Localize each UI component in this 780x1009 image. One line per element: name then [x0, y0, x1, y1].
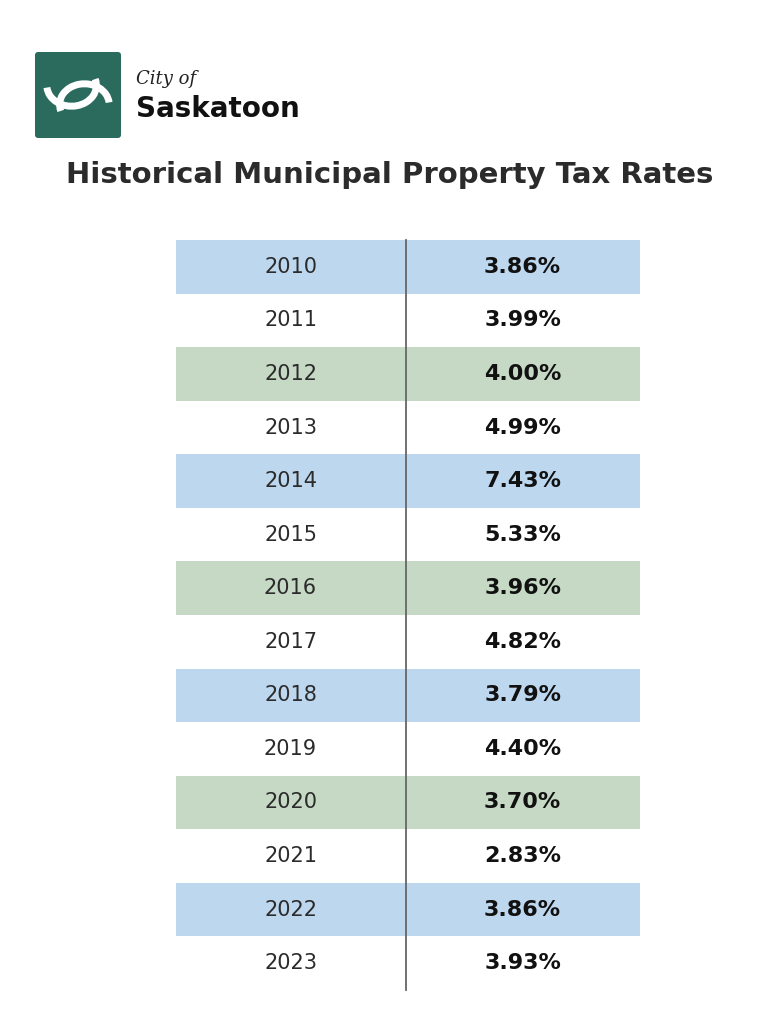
Text: 2022: 2022	[264, 900, 317, 919]
Text: 3.86%: 3.86%	[484, 256, 561, 276]
FancyBboxPatch shape	[176, 561, 640, 615]
Text: 4.82%: 4.82%	[484, 632, 561, 652]
Text: 4.99%: 4.99%	[484, 418, 561, 438]
Text: 2010: 2010	[264, 256, 317, 276]
Text: 3.96%: 3.96%	[484, 578, 561, 598]
FancyBboxPatch shape	[176, 776, 640, 829]
Text: 2020: 2020	[264, 792, 317, 812]
FancyBboxPatch shape	[176, 454, 640, 508]
Text: 2017: 2017	[264, 632, 317, 652]
Text: 5.33%: 5.33%	[484, 525, 561, 545]
Text: 2013: 2013	[264, 418, 317, 438]
Text: 2014: 2014	[264, 471, 317, 491]
Text: 2016: 2016	[264, 578, 317, 598]
Text: 2019: 2019	[264, 739, 317, 759]
Text: 2021: 2021	[264, 847, 317, 866]
Text: Saskatoon: Saskatoon	[136, 96, 300, 123]
Text: 4.40%: 4.40%	[484, 739, 561, 759]
FancyBboxPatch shape	[35, 52, 121, 138]
Text: 7.43%: 7.43%	[484, 471, 561, 491]
Text: 3.99%: 3.99%	[484, 311, 561, 330]
Text: 3.93%: 3.93%	[484, 954, 561, 974]
FancyBboxPatch shape	[176, 347, 640, 401]
Text: 4.00%: 4.00%	[484, 364, 562, 384]
Text: 2015: 2015	[264, 525, 317, 545]
Text: 3.79%: 3.79%	[484, 685, 561, 705]
Text: 2.83%: 2.83%	[484, 847, 561, 866]
Text: 2012: 2012	[264, 364, 317, 384]
FancyBboxPatch shape	[176, 240, 640, 294]
Text: 3.86%: 3.86%	[484, 900, 561, 919]
Text: City of: City of	[136, 70, 196, 88]
FancyBboxPatch shape	[176, 883, 640, 936]
Text: 2023: 2023	[264, 954, 317, 974]
Text: 2018: 2018	[264, 685, 317, 705]
Text: 2011: 2011	[264, 311, 317, 330]
Text: 3.70%: 3.70%	[484, 792, 562, 812]
FancyBboxPatch shape	[176, 669, 640, 722]
Text: Historical Municipal Property Tax Rates: Historical Municipal Property Tax Rates	[66, 161, 714, 189]
